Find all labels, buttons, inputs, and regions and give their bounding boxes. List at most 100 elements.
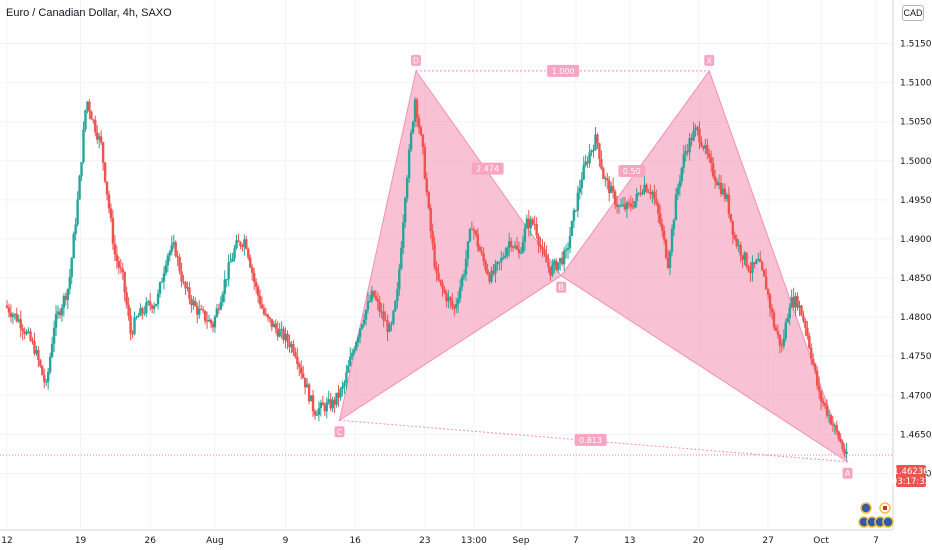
candle-body [111, 218, 115, 244]
candle-body [564, 249, 568, 251]
candle-body [92, 119, 95, 121]
candle-body [674, 194, 678, 221]
candle-body [239, 242, 242, 247]
candle-body [313, 411, 317, 416]
candle-body [254, 281, 258, 287]
candle-body [751, 262, 754, 274]
candle-body [364, 309, 368, 320]
candles [5, 96, 848, 459]
candle-body [21, 328, 24, 332]
candle-body [327, 399, 330, 403]
currency-button[interactable]: CAD [902, 5, 924, 21]
candle-body [592, 150, 595, 152]
candle-body [717, 182, 721, 186]
candle-body [590, 150, 593, 153]
candle-body [766, 289, 770, 295]
candle-body [827, 415, 831, 417]
candle-body [523, 228, 527, 242]
candle-body [776, 330, 780, 335]
candle-body [741, 255, 744, 260]
candle-body [105, 181, 109, 195]
candle-body [753, 262, 756, 264]
candle-body [539, 244, 542, 248]
candle-body [82, 129, 85, 163]
candle-body [94, 120, 97, 133]
candle-body [719, 182, 723, 195]
y-tick-label: 1.49500 [900, 196, 932, 206]
candle-body [139, 308, 142, 316]
candle-body [456, 298, 460, 305]
candle-body [201, 309, 205, 311]
candle-body [800, 305, 803, 316]
candle-body [88, 101, 91, 112]
candle-body [203, 310, 207, 321]
candle-body [184, 282, 187, 289]
candle-body [215, 308, 219, 317]
candle-body [356, 336, 360, 343]
candle-body [194, 300, 197, 307]
candle-body [688, 138, 691, 153]
candle-body [580, 179, 583, 189]
candle-body [347, 365, 350, 373]
flag-icons[interactable] [858, 502, 894, 528]
candle-body [64, 295, 68, 300]
pattern-point-label: B [558, 283, 564, 292]
candle-body [74, 224, 77, 235]
candle-body [290, 344, 293, 348]
candle-body [256, 286, 260, 296]
candle-body [300, 367, 303, 374]
candle-body [23, 331, 26, 335]
candle-body [423, 147, 427, 179]
candle-body [227, 262, 230, 280]
candle-body [368, 300, 372, 302]
candle-body [345, 372, 348, 383]
candle-body [737, 245, 740, 247]
candle-body [708, 153, 711, 158]
candle-body [525, 218, 529, 229]
candle-body [666, 257, 670, 269]
candle-body [768, 294, 772, 309]
candle-body [135, 317, 138, 319]
candle-body [672, 220, 676, 230]
candle-body [109, 208, 113, 219]
candle-body [637, 192, 640, 194]
candle-body [480, 251, 483, 254]
globe-icon[interactable] [860, 502, 872, 514]
pattern-point-label-bg [556, 281, 567, 293]
candle-body [274, 323, 277, 329]
candle-body [713, 176, 717, 182]
candle-body [841, 441, 844, 449]
candle-body [823, 403, 827, 406]
candle-body [602, 168, 605, 179]
candle-body [490, 270, 493, 282]
eu-flag-icon[interactable] [882, 516, 894, 528]
ratio-label-bg [618, 164, 646, 177]
candle-body [531, 219, 534, 224]
candle-body [682, 154, 685, 168]
candle-body [608, 180, 611, 194]
candle-body [125, 292, 128, 305]
candle-body [170, 244, 173, 252]
candle-body [174, 242, 177, 257]
candle-body [325, 402, 328, 412]
candle-body [502, 257, 505, 259]
candle-body [386, 320, 389, 332]
pattern-point-label-bg [410, 54, 421, 66]
candle-body [296, 356, 299, 364]
candle-body [547, 262, 550, 267]
price-tag-bg [896, 465, 926, 487]
candle-body [160, 281, 164, 283]
candle-body [476, 234, 479, 247]
candle-body [335, 392, 338, 405]
candle-body [388, 324, 391, 332]
price-tag-countdown: 03:17:32 [892, 477, 930, 487]
candle-body [417, 118, 421, 128]
candle-body [808, 335, 811, 348]
candle-body [221, 294, 224, 303]
candle-body [276, 328, 279, 337]
candle-body [731, 220, 735, 235]
candle-body [576, 192, 580, 211]
candle-body [774, 327, 778, 331]
candle-body [370, 290, 374, 301]
